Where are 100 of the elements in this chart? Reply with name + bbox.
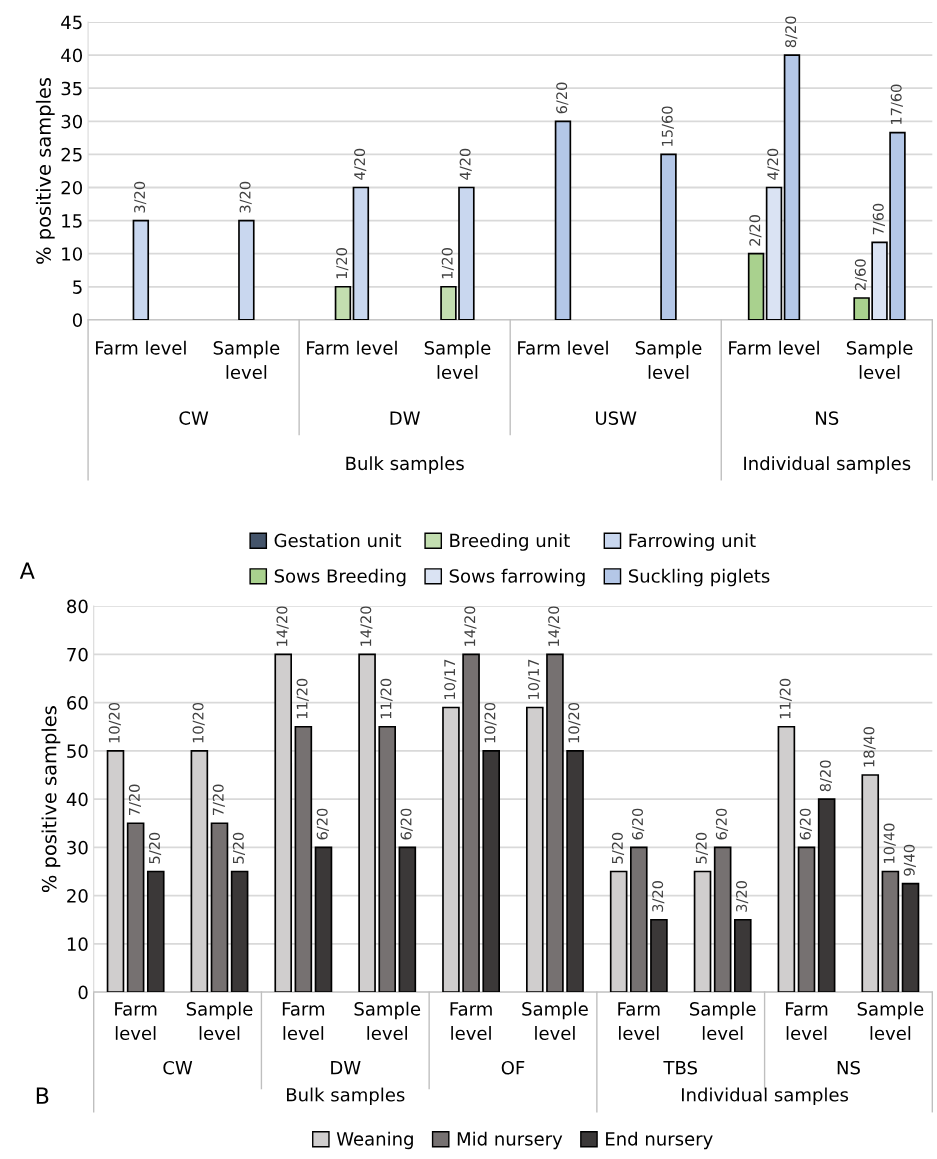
legend-label: Weaning <box>336 1131 413 1150</box>
bar <box>733 918 752 993</box>
data-label: 14/20 <box>548 606 561 646</box>
data-label: 3/20 <box>134 181 147 213</box>
data-label: 9/40 <box>903 844 916 876</box>
data-label: 10/20 <box>484 702 497 743</box>
data-label: 2/60 <box>854 259 867 291</box>
data-label: 15/60 <box>661 106 674 146</box>
text: USW <box>596 411 637 425</box>
data-label: 6/20 <box>715 808 729 840</box>
data-label: 14/20 <box>276 606 289 646</box>
text: Individual samples <box>682 1087 849 1106</box>
x-tick-label: Sample level <box>186 1001 253 1041</box>
y-tick-label: 10 <box>62 247 83 261</box>
y-axis-title: % positive samples <box>35 77 55 264</box>
legend-label: Mid nursery <box>457 1131 563 1150</box>
bar <box>797 846 816 993</box>
bar <box>294 725 313 993</box>
y-tick-label: 5 <box>73 280 82 294</box>
y-tick-label: 0 <box>78 985 88 1000</box>
bar <box>901 882 920 993</box>
data-label: 10/17 <box>444 659 457 699</box>
x-tick-label: Sample level <box>354 1001 421 1041</box>
data-label: 1/20 <box>441 248 454 279</box>
data-label: 10/20 <box>108 702 121 743</box>
bar <box>817 798 836 993</box>
text: OF <box>501 1060 525 1075</box>
y-tick-label: 50 <box>67 744 88 758</box>
y-tick-label: 60 <box>67 696 88 710</box>
y-tick-label: 20 <box>61 180 83 195</box>
data-label: 4/20 <box>459 148 472 180</box>
bar <box>650 918 668 993</box>
y-tick-label: 10 <box>67 937 88 951</box>
data-label: 4/20 <box>354 148 367 180</box>
text: Bulk samples <box>287 1087 405 1106</box>
data-label: 8/20 <box>819 760 833 792</box>
y-tick-label: 35 <box>61 81 82 96</box>
data-label: 11/20 <box>779 678 792 719</box>
text: TBS <box>663 1060 697 1075</box>
legend-label: Gestation unit <box>274 533 402 548</box>
x-tick-label: Farm level <box>282 1002 325 1041</box>
x-tick-label: Sample level <box>857 1001 924 1041</box>
y-axis-title: % positive samples <box>41 706 61 893</box>
data-label: 5/20 <box>611 832 625 864</box>
data-label: 3/20 <box>239 181 252 213</box>
legend-label: Farrowing unit <box>629 533 756 551</box>
y-tick-label: 0 <box>72 313 83 327</box>
bar <box>314 846 333 993</box>
data-label: 5/20 <box>232 832 245 864</box>
legend-label: Sows farrowing <box>449 568 585 587</box>
bar <box>146 870 165 993</box>
data-label: 17/60 <box>890 84 903 125</box>
x-tick-label: Farm level <box>307 340 397 355</box>
text: B <box>36 1087 49 1104</box>
text: CW <box>163 1060 193 1075</box>
text: CW <box>179 411 209 425</box>
legend-label: Breeding unit <box>450 533 570 551</box>
x-tick-label: Farm level <box>786 1002 828 1041</box>
data-label: 6/20 <box>632 808 645 840</box>
y-tick-label: 45 <box>61 15 82 30</box>
text: A <box>19 562 35 579</box>
y-tick-label: 70 <box>67 647 88 662</box>
bar <box>210 822 229 993</box>
bar <box>398 846 417 993</box>
x-tick-label: Sample level <box>635 340 702 380</box>
x-tick-label: Farm level <box>96 340 186 355</box>
data-label: 6/20 <box>316 808 329 840</box>
data-label: 10/40 <box>883 823 896 863</box>
data-label: 2/20 <box>749 214 762 246</box>
data-label: 14/20 <box>464 606 477 646</box>
data-label: 11/20 <box>380 678 393 719</box>
data-label: 14/20 <box>360 606 373 646</box>
y-tick-label: 25 <box>61 147 82 162</box>
data-label: 4/20 <box>767 148 780 180</box>
bar <box>881 870 900 993</box>
data-label: 7/20 <box>128 784 142 816</box>
text: NS <box>837 1060 860 1075</box>
y-tick-label: 30 <box>67 840 88 855</box>
x-tick-label: Sample level <box>213 340 280 380</box>
data-label: 1/20 <box>336 248 349 279</box>
text: DW <box>331 1061 361 1075</box>
data-label: 10/17 <box>528 659 541 699</box>
bar <box>482 750 501 993</box>
data-label: 6/20 <box>400 808 413 840</box>
bar <box>378 725 397 993</box>
bar <box>546 653 564 993</box>
bar <box>462 653 480 993</box>
x-tick-label: Farm level <box>450 1002 492 1041</box>
data-label: 10/20 <box>568 702 581 743</box>
y-tick-label: 15 <box>62 214 82 228</box>
bar <box>230 870 249 993</box>
bar <box>566 750 584 993</box>
bar <box>126 822 145 993</box>
data-label: 6/20 <box>556 82 569 114</box>
y-tick-label: 20 <box>67 889 88 903</box>
y-tick-label: 30 <box>61 114 83 129</box>
text: NS <box>816 411 839 425</box>
data-label: 7/60 <box>872 203 885 235</box>
bar <box>629 846 648 993</box>
legend-label: Sows Breeding <box>274 568 406 587</box>
